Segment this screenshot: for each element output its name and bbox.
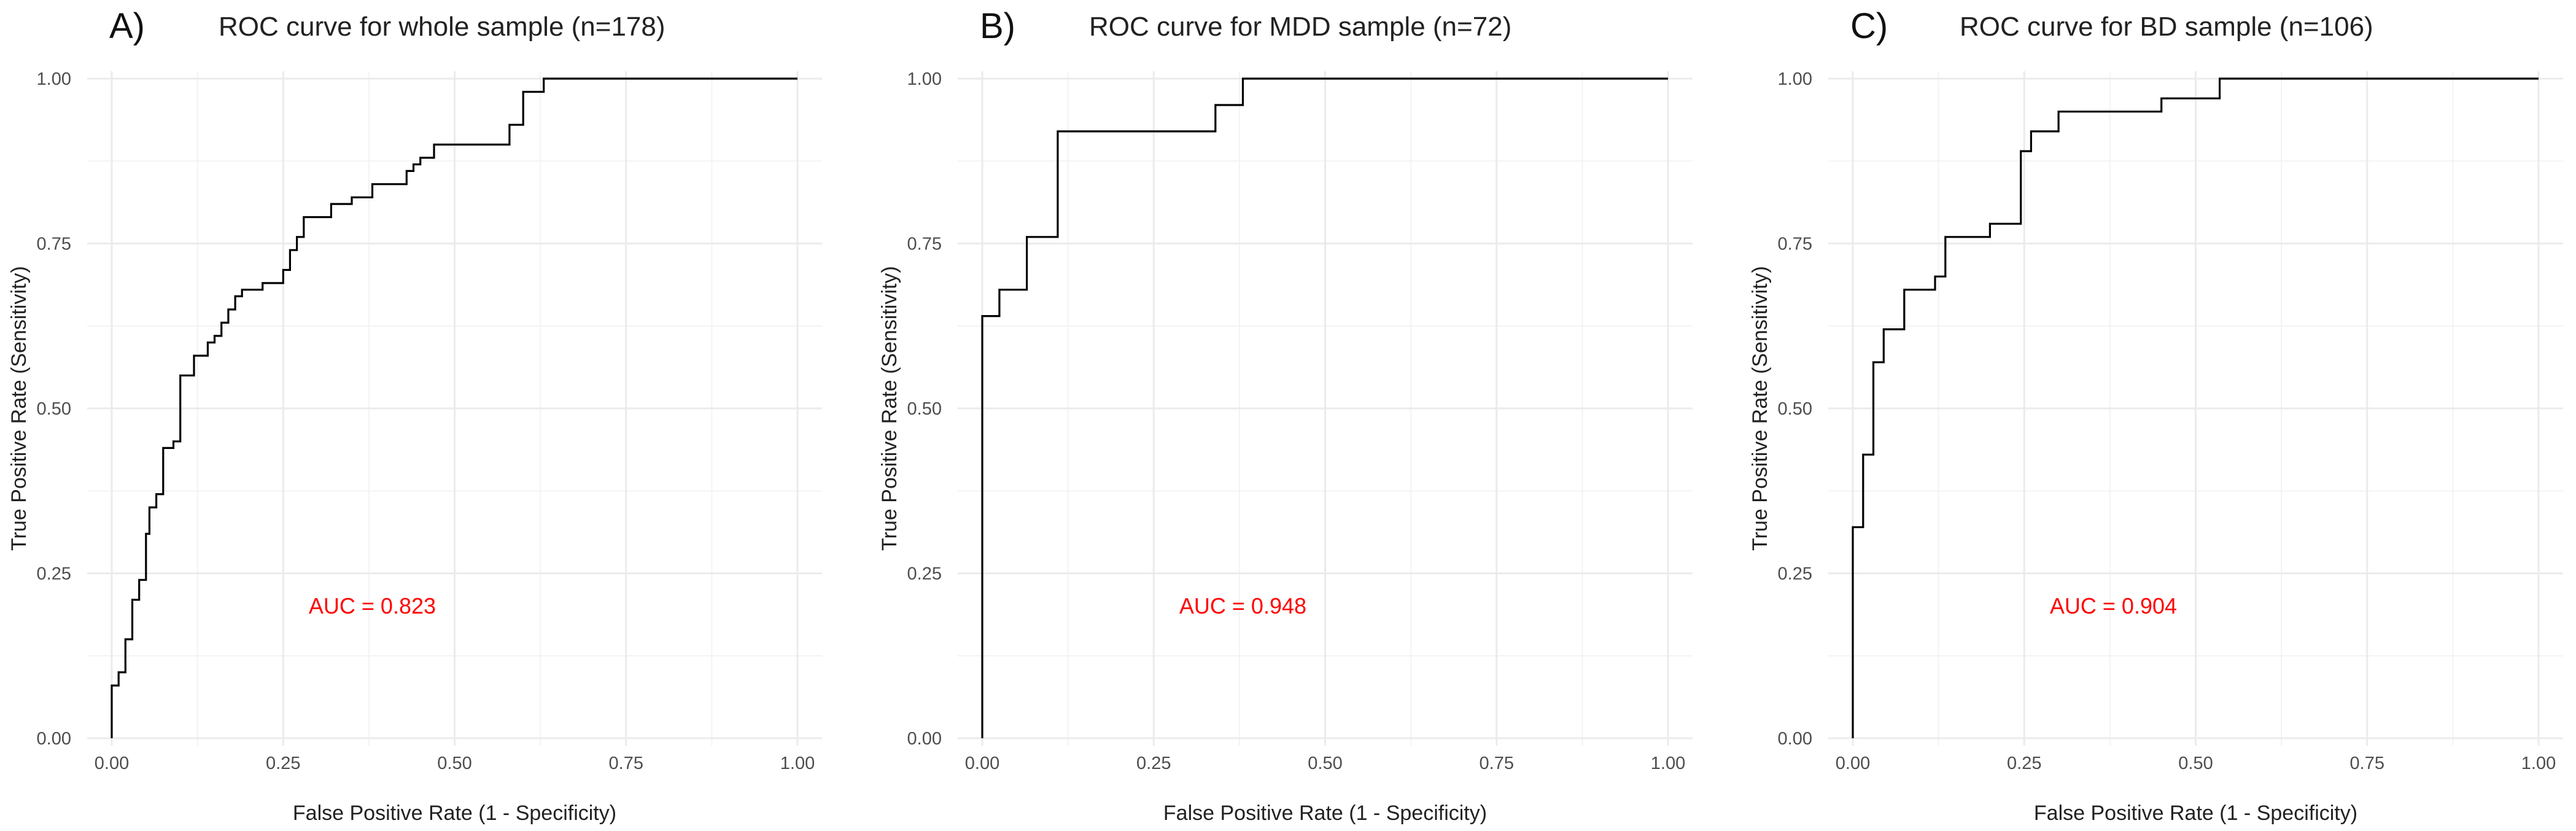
x-axis-title: False Positive Rate (1 - Specificity) xyxy=(2034,802,2357,825)
y-tick-label: 0.50 xyxy=(907,399,942,419)
x-tick-label: 0.00 xyxy=(965,754,999,773)
auc-annotation: AUC = 0.904 xyxy=(2050,593,2177,618)
x-axis-title: False Positive Rate (1 - Specificity) xyxy=(293,802,616,825)
y-tick-label: 0.50 xyxy=(37,399,71,419)
x-tick-label: 0.75 xyxy=(2350,754,2384,773)
panel-label: A) xyxy=(109,6,145,46)
y-tick-label: 1.00 xyxy=(907,69,942,89)
x-tick-label: 0.25 xyxy=(1136,754,1171,773)
x-tick-label: 0.25 xyxy=(2007,754,2041,773)
y-tick-label: 1.00 xyxy=(1778,69,1812,89)
chart-title: ROC curve for BD sample (n=106) xyxy=(1960,12,2373,42)
y-tick-label: 0.75 xyxy=(907,235,942,254)
auc-annotation: AUC = 0.948 xyxy=(1179,593,1306,618)
y-tick-label: 0.75 xyxy=(1778,235,1812,254)
x-tick-label: 1.00 xyxy=(2521,754,2556,773)
y-tick-label: 0.00 xyxy=(1778,729,1812,749)
major-grid xyxy=(87,71,822,746)
x-tick-label: 0.50 xyxy=(2178,754,2213,773)
y-axis-title: True Positive Rate (Sensitivity) xyxy=(7,266,31,551)
roc-curve-line xyxy=(111,77,797,738)
panel-label: C) xyxy=(1850,6,1888,46)
x-tick-label: 0.75 xyxy=(609,754,643,773)
x-tick-label: 0.00 xyxy=(1836,754,1870,773)
x-tick-label: 0.25 xyxy=(266,754,300,773)
y-tick-label: 0.00 xyxy=(37,729,71,749)
x-tick-label: 0.50 xyxy=(437,754,471,773)
x-tick-label: 0.00 xyxy=(95,754,129,773)
roc-curve-line xyxy=(1852,77,2539,738)
x-tick-label: 0.75 xyxy=(1480,754,1514,773)
roc-panel-2: 0.00 0.25 0.50 0.75 1.00 0.00 0.25 0.50 0.75 1.00… xyxy=(878,6,1693,825)
y-tick-label: 0.00 xyxy=(907,729,942,749)
x-tick-label: 1.00 xyxy=(780,754,815,773)
y-tick-label: 0.25 xyxy=(37,564,71,584)
y-tick-label: 0.75 xyxy=(37,235,71,254)
y-tick-label: 0.50 xyxy=(1778,399,1812,419)
roc-panel-1: 0.00 0.25 0.50 0.75 1.00 0.00 0.25 0.50 0.75 1.00… xyxy=(7,6,822,825)
auc-annotation: AUC = 0.823 xyxy=(309,593,436,618)
panel-label: B) xyxy=(980,6,1015,46)
x-tick-label: 1.00 xyxy=(1651,754,1685,773)
chart-title: ROC curve for whole sample (n=178) xyxy=(219,12,665,42)
roc-curve-line xyxy=(981,77,1668,738)
x-tick-label: 0.50 xyxy=(1308,754,1342,773)
y-axis-title: True Positive Rate (Sensitivity) xyxy=(878,266,901,551)
y-axis-title: True Positive Rate (Sensitivity) xyxy=(1748,266,1772,551)
y-tick-label: 1.00 xyxy=(37,69,71,89)
y-tick-label: 0.25 xyxy=(1778,564,1812,584)
y-tick-label: 0.25 xyxy=(907,564,942,584)
chart-title: ROC curve for MDD sample (n=72) xyxy=(1089,12,1511,42)
x-axis-title: False Positive Rate (1 - Specificity) xyxy=(1163,802,1487,825)
roc-panel-3: 0.00 0.25 0.50 0.75 1.00 0.00 0.25 0.50 0.75 1.00… xyxy=(1748,6,2563,825)
